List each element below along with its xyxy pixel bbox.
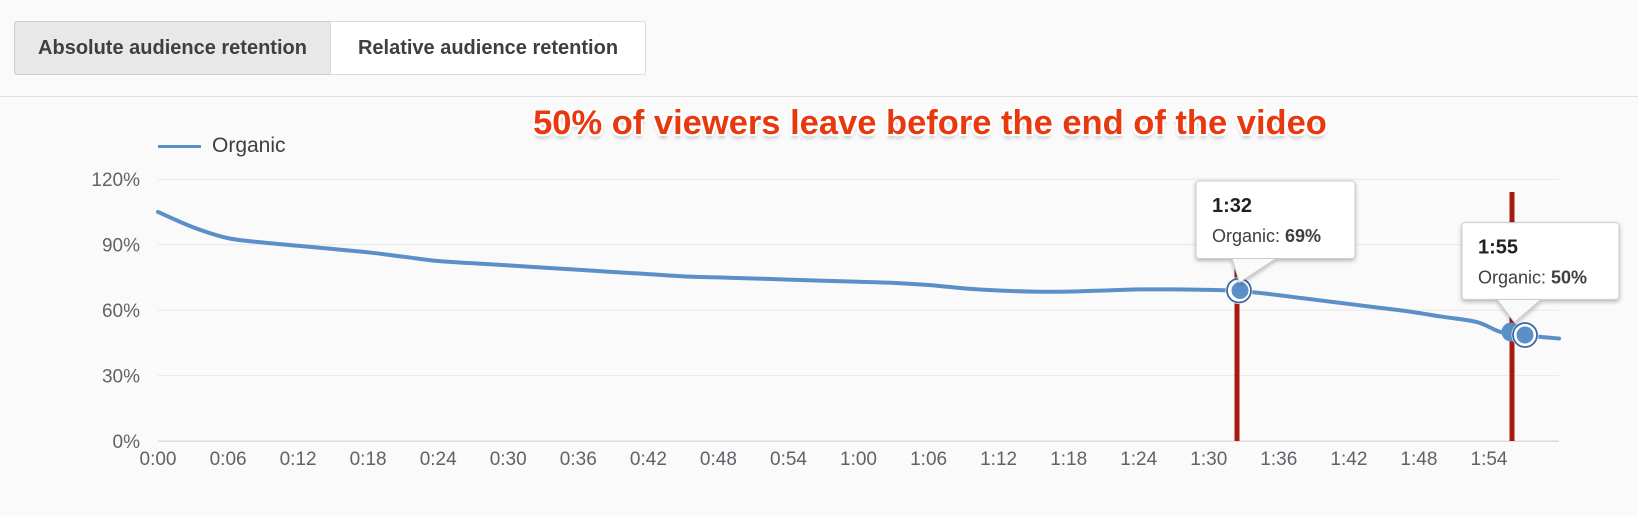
svg-text:0:24: 0:24 [420,449,457,470]
svg-text:0:54: 0:54 [770,449,807,470]
svg-text:0:06: 0:06 [210,449,247,470]
svg-text:0:48: 0:48 [700,449,737,470]
svg-text:1:30: 1:30 [1190,449,1227,470]
svg-text:1:54: 1:54 [1471,449,1508,470]
svg-text:1:24: 1:24 [1120,449,1157,470]
svg-text:Organic: 69%: Organic: 69% [1212,226,1321,246]
svg-text:0%: 0% [113,432,141,453]
svg-text:0:36: 0:36 [560,449,597,470]
svg-text:1:18: 1:18 [1050,449,1087,470]
svg-text:1:32: 1:32 [1212,195,1252,217]
svg-text:120%: 120% [91,170,140,191]
svg-text:0:00: 0:00 [140,449,177,470]
svg-text:1:55: 1:55 [1478,237,1518,259]
svg-text:0:18: 0:18 [350,449,387,470]
svg-text:1:42: 1:42 [1330,449,1367,470]
svg-text:90%: 90% [102,236,140,257]
svg-text:0:42: 0:42 [630,449,667,470]
svg-text:30%: 30% [102,367,140,388]
svg-text:1:06: 1:06 [910,449,947,470]
svg-text:1:36: 1:36 [1260,449,1297,470]
svg-text:0:30: 0:30 [490,449,527,470]
svg-text:1:48: 1:48 [1400,449,1437,470]
svg-text:0:12: 0:12 [280,449,317,470]
svg-text:Organic: 50%: Organic: 50% [1478,268,1587,288]
svg-text:1:12: 1:12 [980,449,1017,470]
svg-text:60%: 60% [102,301,140,322]
svg-text:1:00: 1:00 [840,449,877,470]
